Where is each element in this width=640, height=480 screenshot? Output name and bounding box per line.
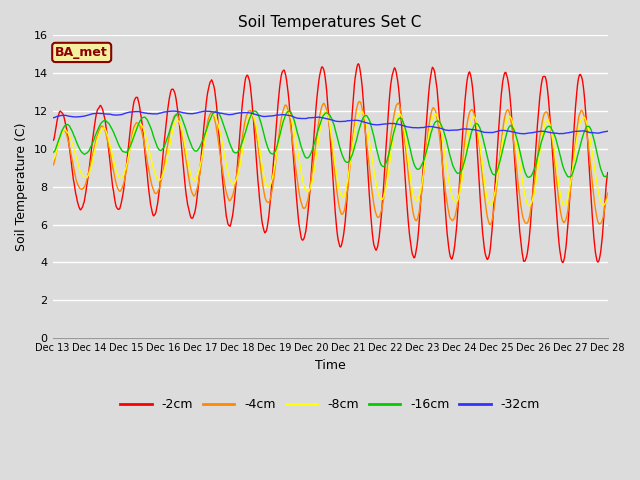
- Y-axis label: Soil Temperature (C): Soil Temperature (C): [15, 122, 28, 251]
- Title: Soil Temperatures Set C: Soil Temperatures Set C: [239, 15, 422, 30]
- X-axis label: Time: Time: [315, 359, 346, 372]
- Legend: -2cm, -4cm, -8cm, -16cm, -32cm: -2cm, -4cm, -8cm, -16cm, -32cm: [115, 393, 545, 416]
- Text: BA_met: BA_met: [55, 46, 108, 59]
